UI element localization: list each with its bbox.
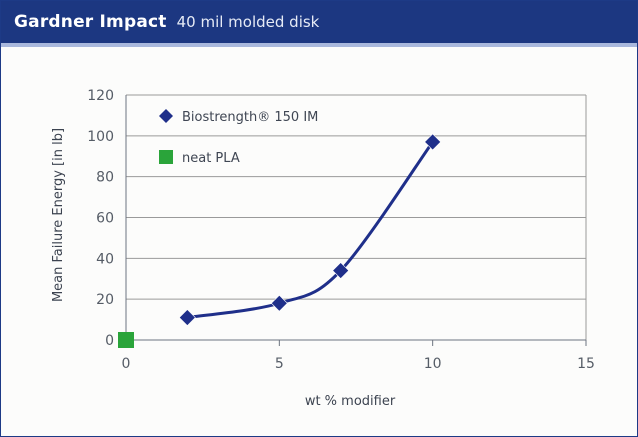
x-axis-label: wt % modifier [305,394,396,409]
header-divider [1,43,637,47]
y-tick-label: 80 [96,170,114,186]
y-axis-label: Mean Failure Energy [in lb] [51,128,66,302]
y-tick-label: 20 [96,292,114,308]
chart-subtitle: 40 mil molded disk [176,13,320,31]
grid-layer [126,94,587,341]
y-tick-label: 60 [96,211,114,227]
y-tick-label: 0 [105,333,114,349]
data-point-diamond [332,262,350,280]
x-tick-label: 10 [424,356,442,372]
legend-entry-label: Biostrength® 150 IM [182,110,318,125]
x-tick-label: 5 [275,356,284,372]
y-tick-label: 100 [87,129,114,145]
series-layer [118,133,442,348]
axis-layer: 0 20 40 60 80 100 120 0 5 10 15 [87,88,595,372]
data-point-diamond [270,294,288,312]
chart-title: Gardner Impact [14,12,167,32]
data-point-diamond [178,309,196,326]
y-tick-label: 120 [87,88,114,104]
data-point-square [118,332,134,348]
series-line-0 [187,141,434,320]
chart-header: Gardner Impact 40 mil molded disk [1,1,637,43]
x-tick-label: 15 [577,356,595,372]
x-tick-label: 0 [122,356,131,372]
legend: Biostrength® 150 IM neat PLA [159,109,318,166]
legend-marker-square [159,150,173,164]
y-tick-label: 40 [96,251,114,267]
data-point-diamond [424,133,442,151]
legend-entry-label: neat PLA [182,151,240,166]
legend-marker-diamond [159,109,173,123]
